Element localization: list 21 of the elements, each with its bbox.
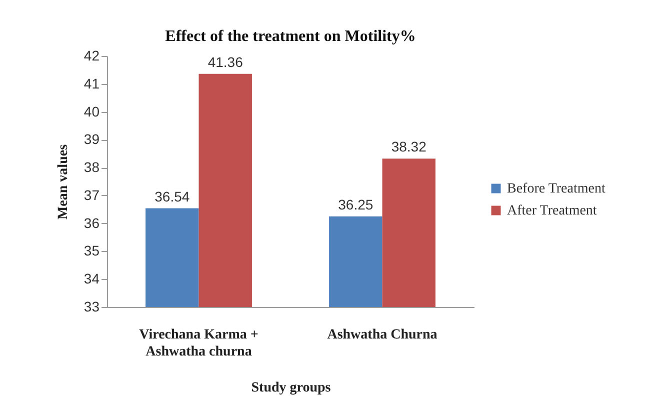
data-label: 41.36 — [208, 54, 244, 70]
data-label: 36.54 — [154, 188, 190, 204]
y-tick-label: 37 — [84, 186, 100, 203]
x-axis-title: Study groups — [251, 380, 332, 396]
y-tick-label: 41 — [84, 75, 100, 92]
y-tick-label: 42 — [84, 48, 100, 64]
y-tick-label: 35 — [84, 242, 100, 259]
y-tick-label: 40 — [84, 103, 100, 120]
y-tick-label: 39 — [84, 131, 100, 148]
data-label: 38.32 — [391, 138, 427, 155]
y-tick-label: 38 — [84, 159, 100, 176]
y-tick-label: 33 — [84, 298, 100, 314]
y-tick-label: 36 — [84, 214, 100, 231]
y-tick-label: 34 — [84, 270, 100, 287]
y-axis-title: Mean values — [56, 144, 71, 220]
legend-label: Before Treatment — [507, 182, 606, 196]
chart-title: Effect of the treatment on Motility% — [165, 28, 416, 45]
x-tick-label: Virechana Karma + Ashwatha churna — [139, 328, 258, 360]
data-label: 36.25 — [338, 196, 374, 212]
legend-label: After Treatment — [507, 204, 597, 218]
x-tick-label: Ashwatha Churna — [327, 328, 438, 342]
